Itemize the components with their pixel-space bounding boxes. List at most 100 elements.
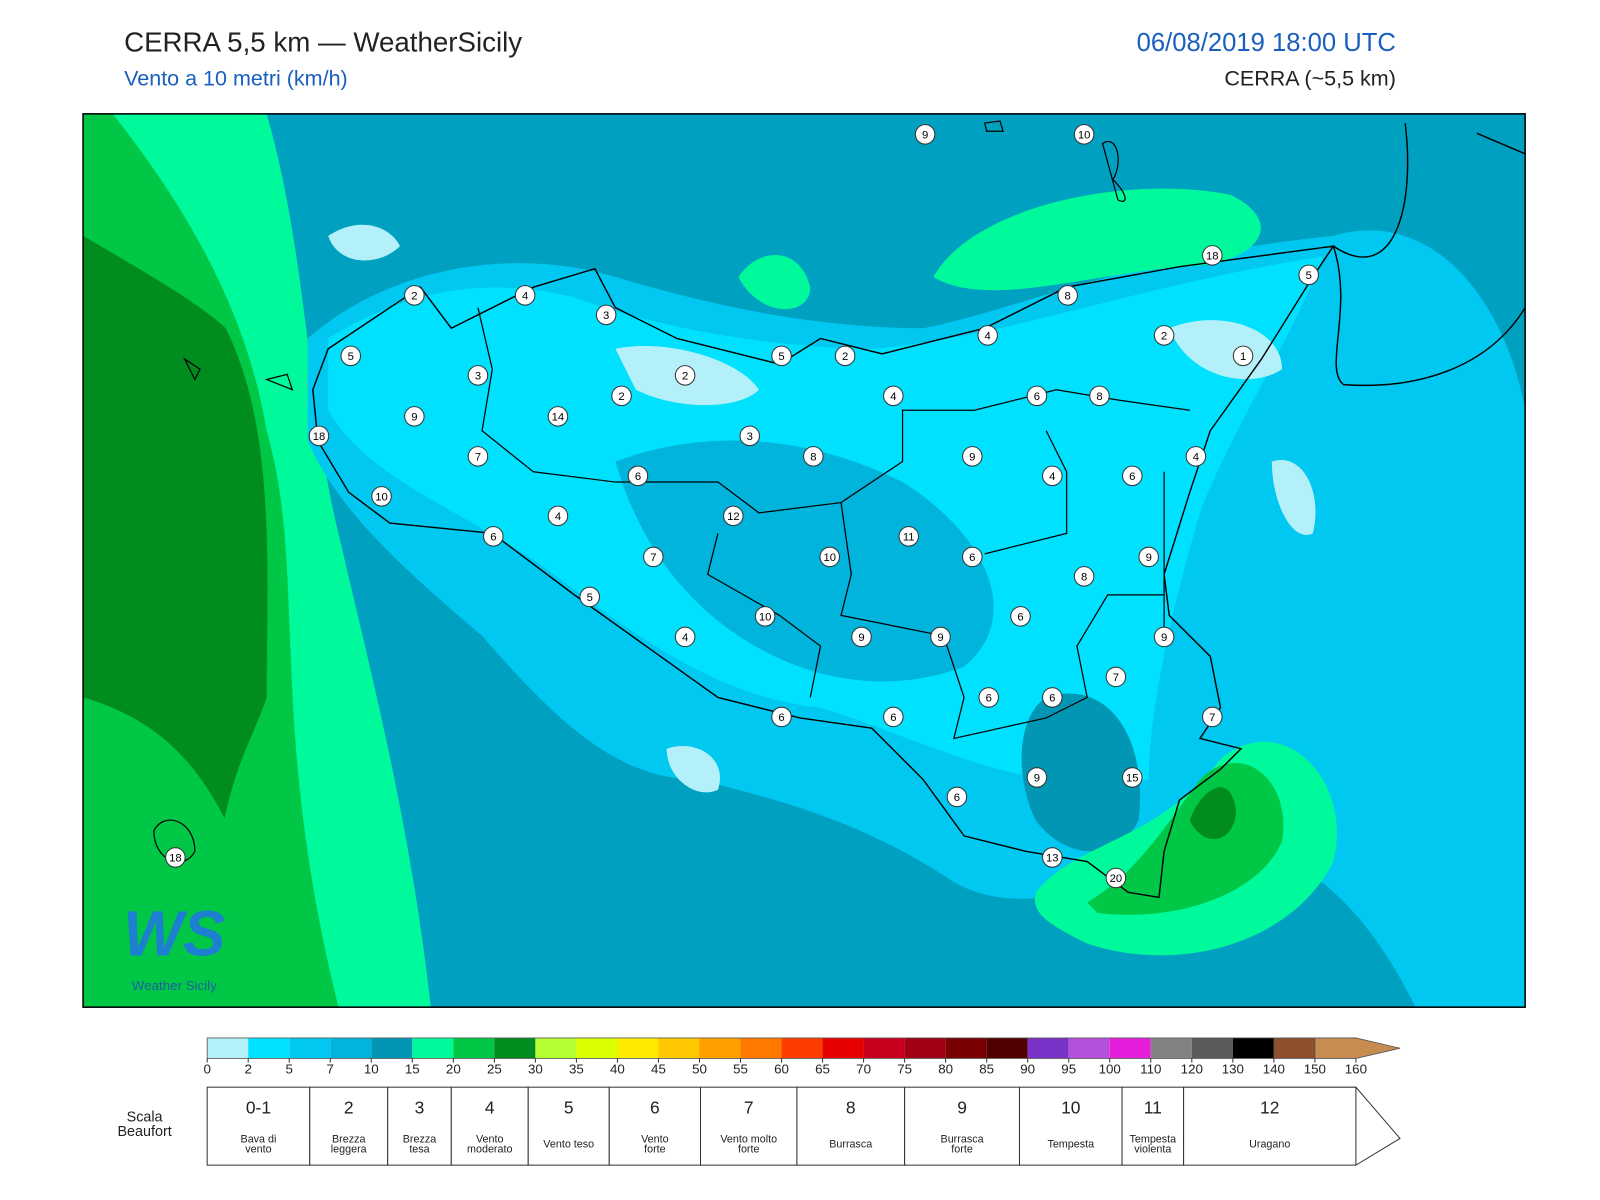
colorbar-tick-label: 140 bbox=[1263, 1061, 1285, 1076]
station-value: 9 bbox=[411, 411, 417, 423]
colorbar-tick-label: 80 bbox=[938, 1061, 953, 1076]
subtitle: Vento a 10 metri (km/h) bbox=[124, 67, 348, 91]
beaufort-description: Tempesta bbox=[1047, 1138, 1094, 1150]
beaufort-title: Scala bbox=[127, 1110, 163, 1126]
station-value: 9 bbox=[969, 451, 975, 463]
station-value: 4 bbox=[522, 290, 528, 302]
beaufort-title: Beaufort bbox=[117, 1124, 171, 1140]
station-marker bbox=[977, 325, 998, 346]
station-marker bbox=[1138, 546, 1159, 568]
station-marker bbox=[308, 425, 330, 447]
station-value: 4 bbox=[890, 391, 896, 403]
station-marker bbox=[1153, 626, 1175, 648]
station-marker bbox=[1105, 867, 1127, 889]
station-marker bbox=[771, 345, 792, 367]
wind-field bbox=[83, 113, 1526, 1008]
colorbar-tick-label: 85 bbox=[979, 1061, 994, 1076]
station-marker bbox=[674, 626, 696, 648]
station-marker bbox=[962, 446, 983, 467]
station-marker bbox=[1122, 465, 1143, 487]
station-marker bbox=[627, 465, 649, 487]
station-value: 4 bbox=[985, 330, 991, 342]
color-swatch bbox=[945, 1037, 987, 1059]
color-swatch bbox=[1027, 1037, 1069, 1059]
color-swatch bbox=[1109, 1037, 1151, 1059]
station-value: 18 bbox=[1206, 250, 1219, 262]
colorbar: 0 2 5 7 10 15 20 25 30 35 40 45 50 55 60 65 70 75 80 85 90 95… bbox=[203, 1037, 1401, 1076]
station-value: 3 bbox=[747, 431, 753, 443]
color-swatch bbox=[535, 1037, 577, 1059]
station-value: 9 bbox=[922, 129, 928, 141]
station-value: 2 bbox=[842, 351, 848, 363]
station-marker bbox=[547, 406, 569, 427]
station-value: 8 bbox=[1081, 571, 1087, 583]
beaufort-box bbox=[1018, 1086, 1123, 1166]
station-value: 6 bbox=[778, 712, 784, 724]
station-value: 5 bbox=[1306, 270, 1312, 282]
station-value: 6 bbox=[1017, 611, 1023, 623]
station-marker bbox=[1026, 385, 1048, 407]
color-swatch bbox=[289, 1037, 331, 1059]
beaufort-description: forte bbox=[738, 1144, 760, 1156]
colorbar-tick-label: 160 bbox=[1345, 1061, 1367, 1076]
station-marker bbox=[946, 786, 968, 808]
station-marker bbox=[851, 626, 872, 648]
colorbar-tick-label: 75 bbox=[897, 1061, 912, 1076]
station-marker bbox=[754, 606, 776, 627]
color-swatch bbox=[1191, 1037, 1233, 1059]
colorbar-tick-label: 30 bbox=[528, 1061, 543, 1076]
beaufort-force: 0-1 bbox=[246, 1097, 271, 1117]
title: CERRA 5,5 km — WeatherSicily bbox=[124, 26, 522, 57]
station-marker bbox=[771, 706, 792, 728]
colorbar-tick-label: 40 bbox=[610, 1061, 625, 1076]
model-label: CERRA (~5,5 km) bbox=[1224, 67, 1396, 91]
colorbar-tick-label: 65 bbox=[815, 1061, 830, 1076]
station-value: 12 bbox=[727, 511, 740, 523]
beaufort-force: 10 bbox=[1061, 1097, 1081, 1117]
station-value: 4 bbox=[1049, 471, 1055, 483]
beaufort-description: Brezza bbox=[403, 1133, 436, 1145]
station-value: 7 bbox=[650, 552, 656, 564]
colorbar-frame bbox=[206, 1037, 1316, 1059]
station-value: 2 bbox=[1161, 330, 1167, 342]
color-swatch bbox=[412, 1037, 454, 1059]
beaufort-description: Tempesta bbox=[1130, 1133, 1177, 1145]
station-value: 10 bbox=[759, 611, 772, 623]
beaufort-box bbox=[608, 1086, 702, 1166]
station-marker bbox=[819, 546, 840, 568]
beaufort-description: vento bbox=[245, 1144, 271, 1156]
station-marker bbox=[595, 304, 617, 326]
colorbar-tick-label: 110 bbox=[1140, 1061, 1161, 1076]
color-swatch bbox=[699, 1037, 741, 1059]
color-swatch bbox=[576, 1037, 618, 1059]
station-value: 2 bbox=[411, 290, 417, 302]
station-marker bbox=[1057, 285, 1078, 306]
colorbar-tick-label: 50 bbox=[692, 1061, 707, 1076]
station-value: 11 bbox=[903, 531, 915, 543]
station-value: 18 bbox=[169, 852, 182, 864]
beaufort-box bbox=[450, 1086, 529, 1166]
station-value: 6 bbox=[1049, 692, 1055, 704]
station-value: 6 bbox=[890, 712, 896, 724]
station-value: 8 bbox=[810, 451, 816, 463]
station-marker bbox=[1089, 385, 1110, 407]
color-swatch bbox=[207, 1037, 249, 1059]
station-value: 6 bbox=[635, 471, 641, 483]
station-marker bbox=[514, 285, 536, 306]
beaufort-force: 3 bbox=[415, 1097, 425, 1117]
station-value: 9 bbox=[937, 632, 943, 644]
station-marker bbox=[483, 526, 504, 547]
colorbar-tick-label: 15 bbox=[405, 1061, 420, 1076]
beaufort-force: 2 bbox=[344, 1097, 354, 1117]
beaufort-description: Vento bbox=[641, 1133, 669, 1145]
map-frame bbox=[82, 113, 1526, 1008]
datetime: 06/08/2019 18:00 UTC bbox=[1137, 29, 1396, 57]
station-value: 6 bbox=[969, 552, 975, 564]
station-value: 9 bbox=[858, 632, 864, 644]
beaufort-description: forte bbox=[644, 1144, 666, 1156]
colorbar-tick-label: 10 bbox=[364, 1061, 379, 1076]
station-value: 4 bbox=[1193, 451, 1199, 463]
beaufort-force: 11 bbox=[1144, 1097, 1162, 1117]
station-value: 9 bbox=[1161, 632, 1167, 644]
